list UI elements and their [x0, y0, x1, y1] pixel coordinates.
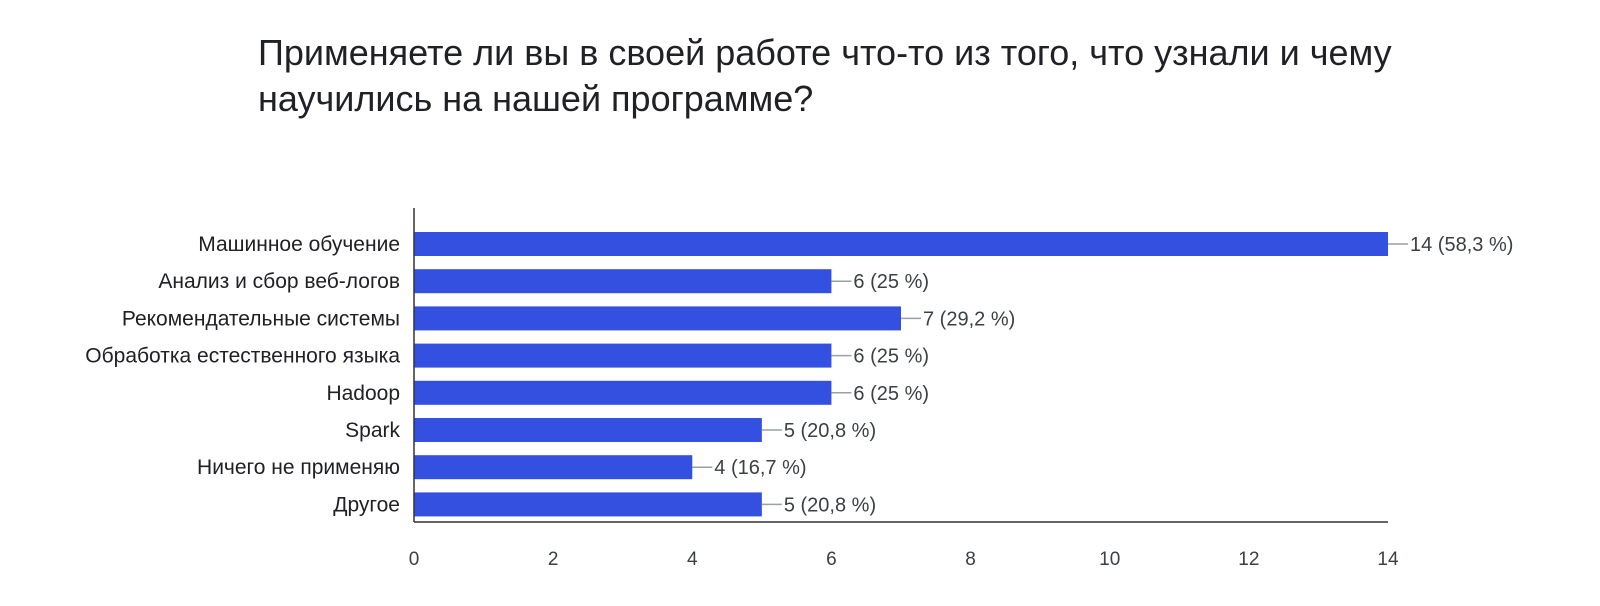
category-label: Другое	[333, 493, 400, 516]
bar	[414, 455, 693, 480]
bar	[414, 343, 832, 368]
value-label: 6 (25 %)	[853, 383, 929, 405]
value-label: 5 (20,8 %)	[784, 420, 876, 442]
value-label: 7 (29,2 %)	[923, 308, 1015, 330]
value-label: 5 (20,8 %)	[784, 494, 876, 516]
bar	[414, 269, 832, 294]
labels-layer: Машинное обучение 14 (58,3 %) Анализ и сбо…	[85, 233, 1513, 516]
category-label: Рекомендательные системы	[122, 307, 400, 330]
bar	[414, 492, 762, 517]
chart-title: Применяете ли вы в своей работе что-то и…	[258, 32, 1392, 119]
value-label: 14 (58,3 %)	[1410, 234, 1513, 256]
x-tick-label: 2	[548, 549, 559, 570]
x-tick-label: 10	[1099, 549, 1120, 570]
category-label: Spark	[345, 419, 400, 442]
category-label: Обработка естественного языка	[85, 345, 400, 368]
bar	[414, 380, 832, 405]
x-tick-label: 14	[1377, 549, 1399, 570]
x-tick-label: 0	[409, 549, 420, 570]
value-label: 6 (25 %)	[853, 346, 929, 368]
category-label: Ничего не применяю	[197, 456, 400, 479]
value-label: 4 (16,7 %)	[714, 457, 806, 479]
x-tick-label: 4	[687, 549, 698, 570]
bars-layer	[414, 232, 1388, 517]
value-label: 6 (25 %)	[853, 271, 929, 293]
category-label: Hadoop	[326, 382, 400, 405]
x-tick-label: 6	[826, 549, 837, 570]
x-tick-label: 8	[965, 549, 976, 570]
bar	[414, 306, 901, 331]
bar	[414, 418, 762, 442]
bar	[414, 232, 1388, 256]
category-label: Анализ и сбор веб-логов	[158, 270, 400, 293]
axis-layer: 0 2 4 6 8 10 12 14	[409, 208, 1399, 570]
category-label: Машинное обучение	[198, 233, 400, 256]
x-tick-label: 12	[1238, 549, 1259, 570]
